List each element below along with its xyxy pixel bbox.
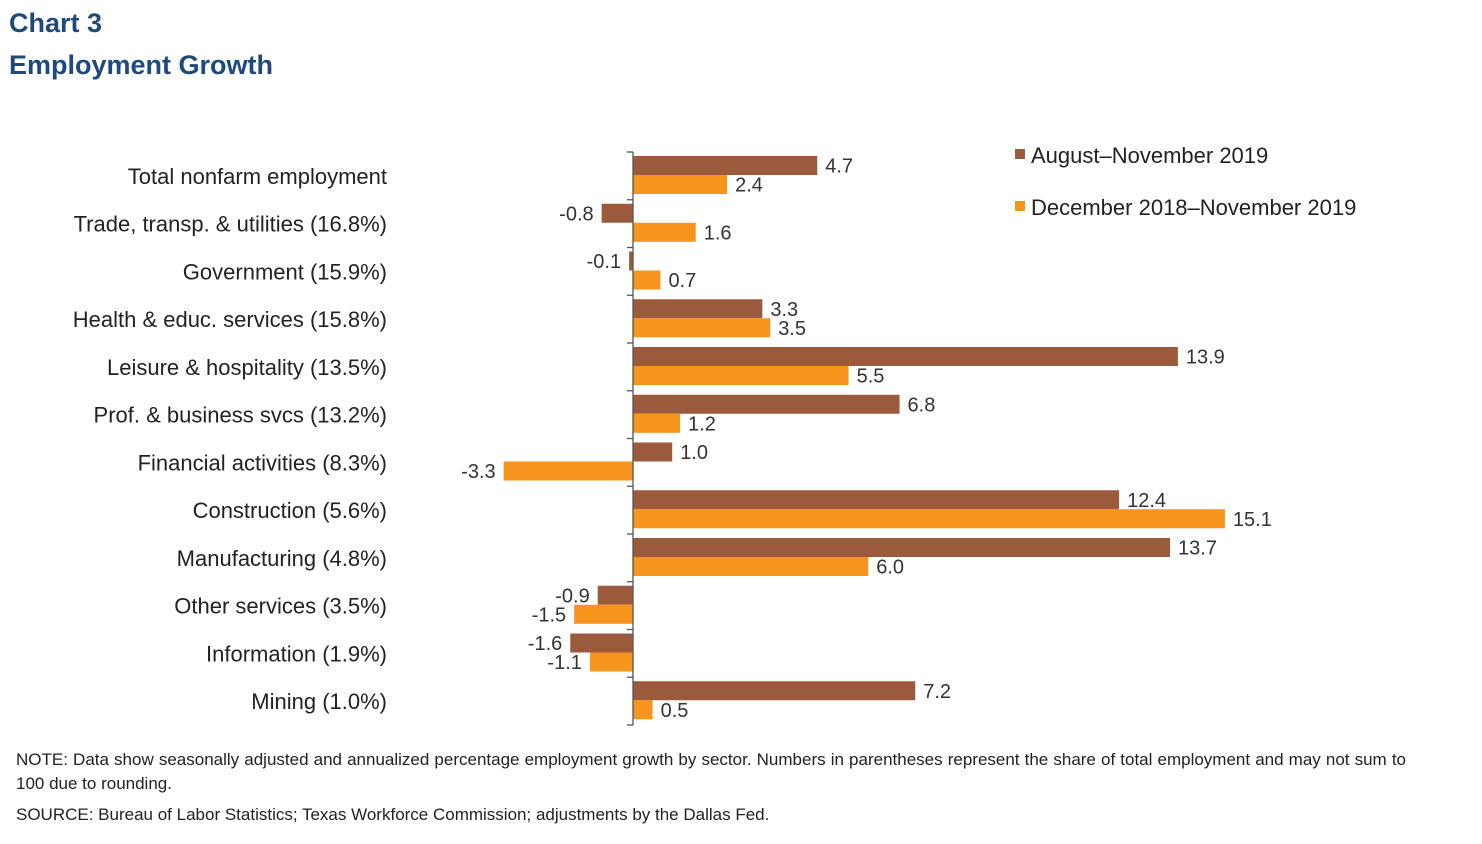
employment-growth-chart: Total nonfarm employment Trade, transp. &…	[73, 143, 1356, 726]
bar-aug-nov-2019	[633, 442, 673, 462]
category-label: Prof. & business svcs (13.2%)	[94, 403, 387, 428]
bar-dec2018-nov2019	[633, 318, 771, 338]
bar-aug-nov-2019	[633, 347, 1178, 366]
data-label: 4.7	[825, 156, 853, 178]
bars	[503, 156, 1225, 720]
bar-aug-nov-2019	[633, 538, 1171, 557]
bar-aug-nov-2019	[633, 490, 1120, 510]
data-label: 0.5	[661, 700, 689, 722]
data-label: -3.3	[461, 461, 495, 483]
legend-swatch	[1015, 201, 1025, 211]
chart-source: SOURCE: Bureau of Labor Statistics; Texa…	[16, 805, 770, 824]
data-label: -0.8	[559, 203, 593, 225]
bar-aug-nov-2019	[633, 156, 818, 175]
bar-dec2018-nov2019	[589, 652, 633, 672]
bar-dec2018-nov2019	[633, 175, 728, 194]
data-label: 2.4	[735, 175, 763, 197]
category-label: Government (15.9%)	[183, 259, 387, 284]
bar-aug-nov-2019	[633, 299, 763, 319]
bar-dec2018-nov2019	[633, 509, 1225, 529]
bar-dec2018-nov2019	[633, 700, 653, 720]
category-label: Leisure & hospitality (13.5%)	[107, 355, 387, 380]
data-label: 5.5	[857, 366, 885, 388]
bar-dec2018-nov2019	[574, 604, 633, 624]
legend-swatch	[1015, 149, 1025, 159]
data-label: -1.1	[547, 652, 581, 674]
category-label: Other services (3.5%)	[174, 594, 387, 619]
bar-dec2018-nov2019	[633, 413, 681, 433]
legend: August–November 2019 December 2018–Novemb…	[1015, 143, 1356, 220]
data-label: 0.7	[668, 270, 696, 292]
bar-dec2018-nov2019	[633, 557, 869, 576]
data-label: -1.5	[532, 604, 566, 626]
bar-dec2018-nov2019	[633, 222, 696, 242]
category-label: Total nonfarm employment	[128, 164, 387, 189]
category-label: Trade, transp. & utilities (16.8%)	[74, 212, 387, 237]
zero-axis	[627, 151, 634, 726]
data-label: 3.3	[770, 299, 798, 321]
data-label: 6.0	[876, 557, 904, 579]
data-label: 1.0	[680, 442, 708, 464]
data-label: 13.9	[1186, 347, 1225, 369]
data-label: 1.2	[688, 413, 716, 435]
data-label: -0.1	[587, 251, 621, 273]
data-label: -0.9	[555, 585, 589, 607]
bar-dec2018-nov2019	[633, 366, 849, 385]
category-label: Financial activities (8.3%)	[138, 450, 387, 475]
data-label: 3.5	[778, 318, 806, 340]
data-label: 12.4	[1127, 490, 1166, 512]
bar-dec2018-nov2019	[503, 461, 633, 481]
bar-aug-nov-2019	[633, 394, 900, 414]
category-labels: Total nonfarm employment Trade, transp. &…	[73, 164, 387, 714]
category-label: Mining (1.0%)	[251, 689, 387, 714]
data-label: 6.8	[908, 394, 936, 416]
data-labels: 4.7 -0.8 -0.1 3.3 13.9 6.8 1.0 12.4 13.7 -0.9 -1.6…	[461, 156, 1272, 722]
chart-title: Employment Growth	[9, 50, 274, 80]
legend-label: August–November 2019	[1031, 143, 1268, 168]
data-label: 15.1	[1233, 509, 1272, 531]
data-label: 7.2	[923, 681, 951, 703]
bar-aug-nov-2019	[597, 585, 633, 605]
legend-label: December 2018–November 2019	[1031, 195, 1356, 220]
chart-note: NOTE: Data show seasonally adjusted and …	[16, 750, 1406, 793]
bar-dec2018-nov2019	[633, 270, 661, 290]
chart-number: Chart 3	[9, 8, 103, 38]
data-label: -1.6	[528, 633, 562, 655]
data-label: 13.7	[1178, 538, 1217, 560]
category-label: Construction (5.6%)	[193, 498, 387, 523]
bar-aug-nov-2019	[633, 681, 916, 701]
category-label: Health & educ. services (15.8%)	[73, 307, 387, 332]
bar-aug-nov-2019	[601, 203, 633, 223]
data-label: 1.6	[704, 222, 732, 244]
category-label: Manufacturing (4.8%)	[177, 546, 387, 571]
bar-aug-nov-2019	[629, 251, 633, 271]
category-label: Information (1.9%)	[206, 641, 387, 666]
bar-aug-nov-2019	[570, 633, 633, 653]
